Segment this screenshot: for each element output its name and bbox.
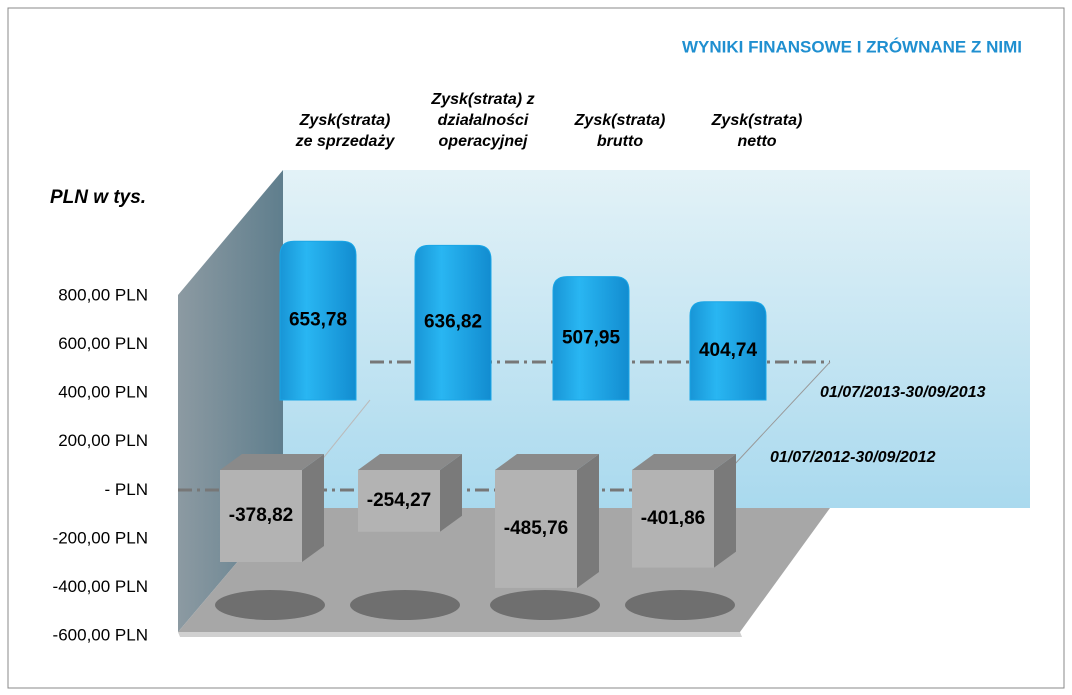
bar-top	[220, 454, 324, 470]
category-label: Zysk(strata) netto	[711, 112, 803, 150]
y-tick-label: 400,00 PLN	[58, 383, 148, 402]
bar-side	[714, 454, 736, 568]
bar-top	[632, 454, 736, 470]
bar	[632, 470, 714, 568]
y-tick-label: 800,00 PLN	[58, 285, 148, 304]
value-label: 507,95	[562, 327, 621, 348]
y-tick-label: -400,00 PLN	[53, 577, 148, 596]
y-tick-label: 200,00 PLN	[58, 431, 148, 450]
bar	[220, 470, 302, 562]
floor-edge	[178, 632, 742, 637]
bar	[552, 276, 630, 401]
edge-line	[719, 361, 831, 481]
value-label: -378,82	[229, 505, 293, 526]
y-tick-label: 600,00 PLN	[58, 334, 148, 353]
category-label: Zysk(strata) ze sprzedaży	[295, 112, 395, 150]
floor-shadows	[215, 590, 735, 620]
value-label: -401,86	[641, 508, 705, 529]
value-label: -485,76	[504, 518, 568, 539]
bar	[414, 244, 492, 401]
y-tick-label: - PLN	[105, 480, 148, 499]
bar-top	[358, 454, 462, 470]
value-label: -254,27	[367, 490, 431, 511]
bar-side	[577, 454, 599, 588]
bar-side	[302, 454, 324, 562]
y-tick-label: -600,00 PLN	[53, 625, 148, 644]
bar-side	[440, 454, 462, 532]
chart-title: WYNIKI FINANSOWE I ZRÓWNANE Z NIMI	[682, 37, 1022, 56]
bar-top	[495, 454, 599, 470]
value-label: 653,78	[289, 310, 347, 331]
bar	[495, 470, 577, 588]
legend-label: 01/07/2012-30/09/2012	[770, 449, 936, 466]
value-label: 636,82	[424, 312, 482, 333]
bar	[358, 470, 440, 532]
value-label: 404,74	[699, 340, 758, 361]
y-axis-label: PLN w tys.	[50, 187, 146, 208]
bar	[279, 240, 357, 401]
category-label: Zysk(strata) z działalności operacyjnej	[431, 91, 535, 150]
y-tick-label: -200,00 PLN	[53, 528, 148, 547]
legend-label: 01/07/2013-30/09/2013	[820, 384, 986, 401]
category-label: Zysk(strata) brutto	[574, 112, 666, 150]
bar	[689, 301, 767, 401]
